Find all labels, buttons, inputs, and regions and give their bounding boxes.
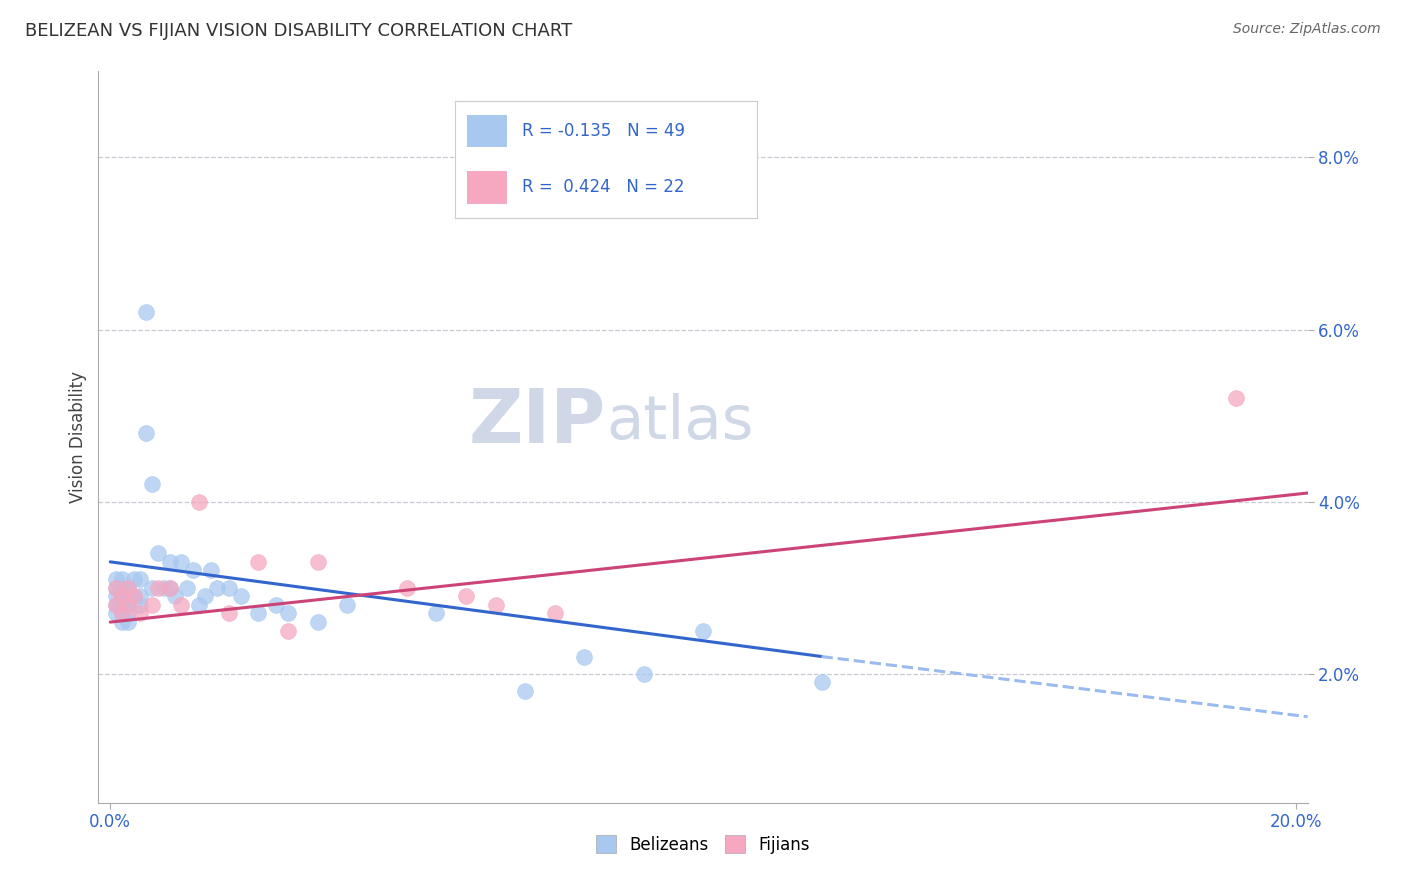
Point (159, 555, 181, 569)
Point (111, 589, 134, 603)
Point (218, 581, 240, 595)
Point (188, 598, 211, 612)
Point (484, 598, 506, 612)
Point (111, 607, 134, 621)
Point (277, 607, 299, 621)
Point (247, 607, 270, 621)
Text: Source: ZipAtlas.com: Source: ZipAtlas.com (1233, 22, 1381, 37)
Point (170, 598, 193, 612)
Point (188, 494, 211, 508)
Point (205, 581, 228, 595)
Point (105, 589, 128, 603)
Point (277, 624, 299, 638)
Point (425, 607, 447, 621)
Point (544, 607, 567, 621)
Text: BELIZEAN VS FIJIAN VISION DISABILITY CORRELATION CHART: BELIZEAN VS FIJIAN VISION DISABILITY COR… (25, 22, 572, 40)
Point (194, 589, 217, 603)
Point (152, 581, 174, 595)
Point (105, 598, 128, 612)
Point (111, 572, 134, 586)
Point (105, 607, 128, 621)
Text: ZIP: ZIP (470, 386, 606, 459)
Point (454, 589, 477, 603)
Point (218, 607, 240, 621)
Point (105, 581, 128, 595)
Point (395, 581, 418, 595)
Point (117, 581, 139, 595)
Point (181, 564, 204, 578)
Point (111, 598, 134, 612)
Point (170, 555, 193, 569)
Point (105, 572, 128, 586)
Point (307, 555, 329, 569)
Point (141, 598, 163, 612)
Point (176, 581, 198, 595)
Point (117, 581, 139, 595)
Point (105, 581, 128, 595)
Point (135, 305, 157, 319)
Point (1225, 392, 1247, 406)
Point (111, 589, 134, 603)
Point (692, 624, 714, 638)
Point (159, 581, 181, 595)
Point (122, 572, 145, 586)
Point (135, 425, 157, 440)
Point (129, 572, 152, 586)
Point (105, 598, 128, 612)
Point (117, 598, 139, 612)
Point (117, 615, 139, 629)
Point (229, 589, 252, 603)
Point (264, 598, 287, 612)
Y-axis label: Vision Disability: Vision Disability (69, 371, 87, 503)
Point (247, 555, 270, 569)
Point (129, 589, 152, 603)
Point (111, 581, 134, 595)
Point (165, 589, 187, 603)
Point (146, 581, 169, 595)
Point (574, 649, 596, 664)
Point (117, 607, 139, 621)
Point (129, 607, 152, 621)
Point (810, 675, 832, 690)
Legend: Belizeans, Fijians: Belizeans, Fijians (589, 829, 817, 860)
Point (146, 546, 169, 560)
Point (117, 598, 139, 612)
Point (129, 598, 152, 612)
Point (141, 581, 163, 595)
Point (633, 666, 655, 681)
Point (307, 615, 329, 629)
Point (122, 589, 145, 603)
Point (111, 607, 134, 621)
Point (336, 598, 359, 612)
Point (141, 477, 163, 491)
Point (159, 581, 181, 595)
Point (200, 564, 222, 578)
Text: atlas: atlas (606, 393, 754, 452)
Point (122, 589, 145, 603)
Point (515, 684, 537, 698)
Point (111, 615, 134, 629)
